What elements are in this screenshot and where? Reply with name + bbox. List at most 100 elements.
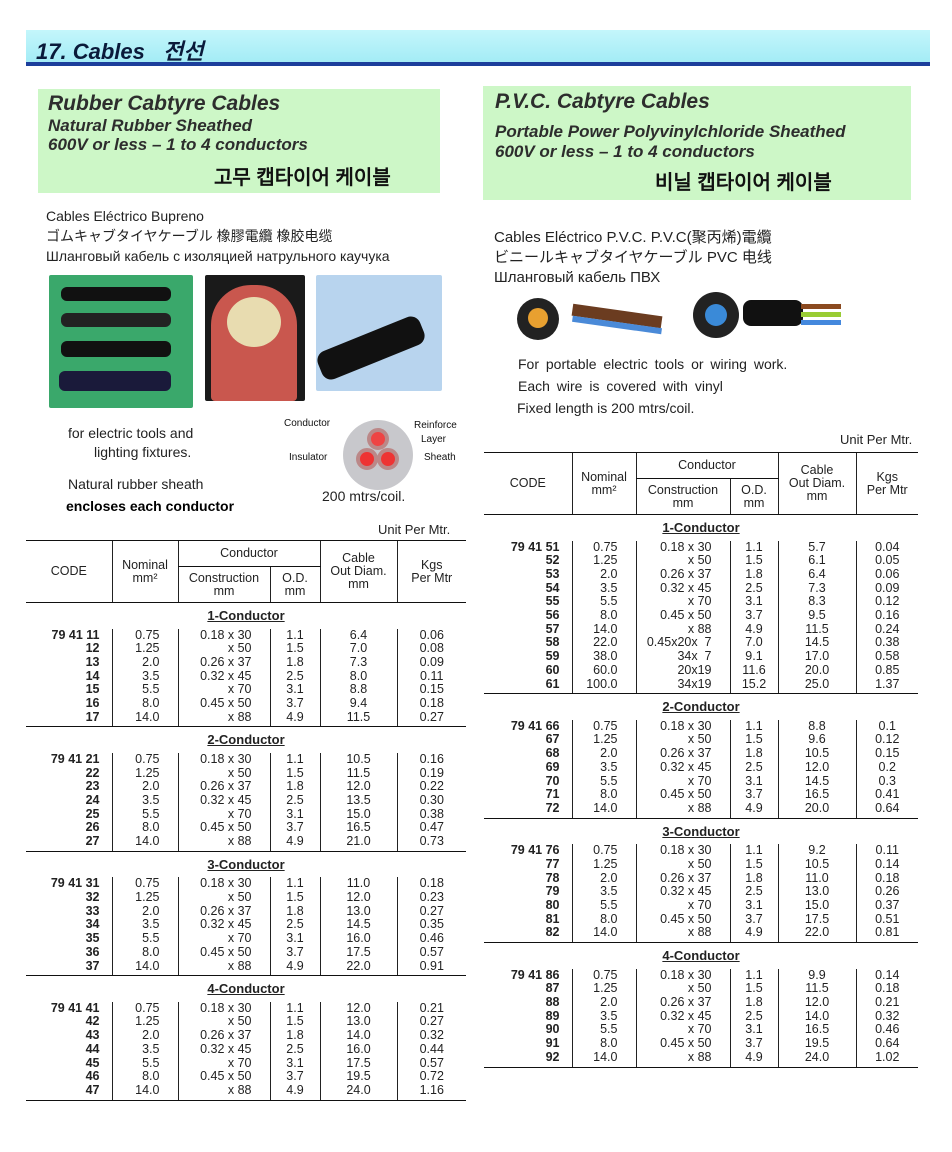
cell-construction: x 88 (177, 1083, 270, 1101)
table-row: 90 5.5 x 70 3.1 16.5 0.46 (484, 1022, 918, 1038)
pvc-cable-table: CODE Nominal mm² Conductor Cable Out Diam.… (484, 452, 918, 1068)
cell-code: 90 (545, 1022, 560, 1037)
cell-construction: x 88 (177, 959, 270, 977)
cell-construction: 0.18 x 30 (177, 877, 270, 892)
table-row: 91 8.0 0.45 x 50 3.7 19.5 0.64 (484, 1036, 918, 1051)
cell-nominal: 3.5 (111, 918, 178, 933)
cell-cable-diam: 7.0 (319, 641, 397, 656)
section-subtitle: Portable Power Polyvinylchloride Sheathe… (495, 122, 846, 141)
cell-code: 23 (85, 779, 100, 794)
multilingual-names: Cables Eléctrico Bupreno ゴムキャブタイヤケーブル 橡膠… (46, 206, 390, 266)
cell-cable-diam: 16.5 (319, 821, 397, 836)
table-row: 56 8.0 0.45 x 50 3.7 9.5 0.16 (484, 608, 918, 623)
cell-nominal: 3.5 (111, 1042, 178, 1057)
cell-construction: 0.45 x 50 (177, 1070, 270, 1084)
table-row: 79 41 11 0.75 0.18 x 30 1.1 6.4 0.06 (26, 628, 466, 643)
cell-cable-diam: 6.1 (777, 553, 856, 568)
cell-kgs: 1.16 (396, 1083, 466, 1101)
cell-code: 15 (85, 682, 100, 697)
cell-code: 25 (85, 806, 100, 821)
page-header: 17. Cables 전선 (26, 30, 930, 66)
cell-nominal: 0.75 (111, 628, 178, 643)
cell-code: 37 (26, 959, 112, 977)
cell-od: 4.9 (269, 959, 320, 977)
table-row: 92 14.0 x 88 4.9 24.0 1.02 (484, 1050, 918, 1068)
cell-code: 54 (545, 580, 560, 595)
col-cable-diam: Cable Out Diam. mm (777, 452, 856, 515)
cell-code: 56 (545, 608, 560, 623)
section-title: P.V.C. Cabtyre Cables (495, 90, 710, 113)
pvc-cable-photo-2 (693, 290, 843, 342)
cell-cable-diam: 11.5 (777, 982, 856, 996)
cell-od: 3.7 (269, 821, 320, 836)
cell-cable-diam: 13.0 (777, 885, 856, 899)
cell-construction: 0.18 x 30 (635, 843, 730, 858)
cell-cable-diam: 11.5 (319, 766, 397, 781)
cell-cable-diam: 20.0 (777, 663, 856, 678)
cell-code: 35 (85, 931, 100, 946)
cell-construction: 0.32 x 45 (177, 793, 270, 808)
cell-kgs: 0.27 (396, 710, 466, 728)
cell-kgs: 0.19 (396, 766, 466, 781)
cell-nominal: 2.0 (571, 746, 636, 761)
cable-cross-section-diagram (343, 420, 413, 490)
cell-construction: 0.18 x 30 (635, 540, 730, 555)
cell-nominal: 1.25 (111, 1015, 178, 1030)
table-row: 36 8.0 0.45 x 50 3.7 17.5 0.57 (26, 945, 466, 960)
cell-construction: 0.45 x 50 (177, 821, 270, 836)
cell-code: 52 (545, 553, 560, 568)
cell-construction: x 70 (177, 683, 270, 698)
cell-od: 15.2 (729, 677, 778, 695)
cell-nominal: 8.0 (571, 608, 636, 623)
cell-kgs: 0.47 (396, 821, 466, 836)
col-nominal: Nominal mm² (111, 540, 178, 603)
cell-code: 43 (85, 1028, 100, 1043)
cell-kgs: 0.22 (396, 780, 466, 795)
table-row: 67 1.25 x 50 1.5 9.6 0.12 (484, 733, 918, 748)
cell-nominal: 3.5 (571, 581, 636, 596)
description: encloses each conductor (66, 498, 235, 514)
cell-nominal: 14.0 (111, 710, 178, 728)
cell-construction: 0.45 x 50 (635, 608, 730, 623)
cell-kgs: 0.21 (396, 1001, 466, 1016)
cell-cable-diam: 17.5 (777, 912, 856, 927)
table-row: 72 14.0 x 88 4.9 20.0 0.64 (484, 801, 918, 819)
cell-nominal: 8.0 (571, 788, 636, 802)
table-row: 58 22.0 0.45x20x 7 7.0 14.5 0.38 (484, 636, 918, 651)
table-row: 77 1.25 x 50 1.5 10.5 0.14 (484, 857, 918, 872)
pvc-title-box: P.V.C. Cabtyre Cables Portable Power Pol… (483, 86, 911, 200)
cell-kgs: 0.38 (396, 807, 466, 822)
cell-cable-diam: 24.0 (319, 1083, 397, 1101)
col-conductor: Conductor (177, 540, 320, 567)
cell-code: 60 (545, 662, 560, 677)
cell-code: 22 (85, 765, 100, 780)
cell-od: 2.5 (729, 760, 778, 775)
table-row: 68 2.0 0.26 x 37 1.8 10.5 0.15 (484, 746, 918, 761)
table-row: 44 3.5 0.32 x 45 2.5 16.0 0.44 (26, 1042, 466, 1057)
cell-nominal: 1.25 (111, 890, 178, 905)
name-es-cn: Cables Eléctrico P.V.C. P.V.C(聚丙烯)電纜 (494, 229, 772, 246)
cell-nominal: 1.25 (571, 982, 636, 996)
cell-code: 24 (85, 793, 100, 808)
cell-od: 1.1 (729, 968, 778, 983)
cell-od: 1.8 (269, 655, 320, 670)
cell-construction: x 70 (635, 774, 730, 789)
section-title: 4-Conductor (207, 981, 285, 997)
cell-construction: 0.45x20x 7 (635, 636, 730, 651)
table-row: 33 2.0 0.26 x 37 1.8 13.0 0.27 (26, 904, 466, 919)
section-row: 4-Conductor (26, 976, 466, 1002)
cell-cable-diam: 22.0 (777, 925, 856, 944)
cell-od: 1.5 (269, 890, 320, 905)
rubber-cable-table: CODE Nominal mm² Conductor Cable Out Diam.… (26, 540, 466, 1101)
cell-construction: 20x19 (635, 663, 730, 678)
cell-construction: 0.26 x 37 (177, 655, 270, 670)
cell-kgs: 0.27 (396, 904, 466, 919)
cell-code: 79 41 66 (510, 718, 560, 733)
unit-label: Unit Per Mtr. (378, 522, 451, 537)
cell-kgs: 0.85 (855, 663, 918, 678)
name-ru: Шланговый кабель с изоляцией натрульного… (46, 248, 390, 264)
cell-cable-diam: 9.2 (777, 843, 856, 858)
cell-nominal: 1.25 (111, 766, 178, 781)
cell-od: 1.5 (269, 1015, 320, 1030)
korean-title: 비닐 캡타이어 케이블 (655, 172, 832, 194)
